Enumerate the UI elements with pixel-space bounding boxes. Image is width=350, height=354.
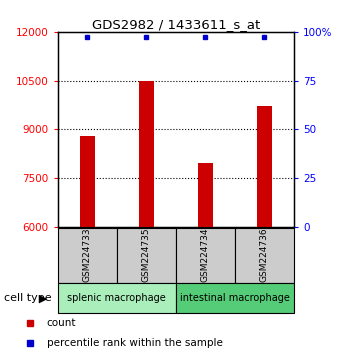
Text: count: count <box>47 318 76 328</box>
Bar <box>80 136 94 227</box>
Bar <box>58 283 176 313</box>
Text: percentile rank within the sample: percentile rank within the sample <box>47 338 223 348</box>
Text: GSM224735: GSM224735 <box>142 227 151 282</box>
Bar <box>117 228 176 283</box>
Title: GDS2982 / 1433611_s_at: GDS2982 / 1433611_s_at <box>92 18 260 31</box>
Text: GSM224733: GSM224733 <box>83 227 92 282</box>
Text: GSM224734: GSM224734 <box>201 227 210 282</box>
Text: ▶: ▶ <box>38 293 47 303</box>
Text: cell type: cell type <box>4 293 51 303</box>
Bar <box>198 163 213 227</box>
Bar <box>139 80 154 227</box>
Text: GSM224736: GSM224736 <box>260 227 269 282</box>
Bar <box>235 228 294 283</box>
Text: intestinal macrophage: intestinal macrophage <box>180 293 290 303</box>
Bar <box>176 228 235 283</box>
Bar <box>58 228 117 283</box>
Bar <box>176 283 294 313</box>
Text: splenic macrophage: splenic macrophage <box>68 293 166 303</box>
Bar <box>257 107 272 227</box>
